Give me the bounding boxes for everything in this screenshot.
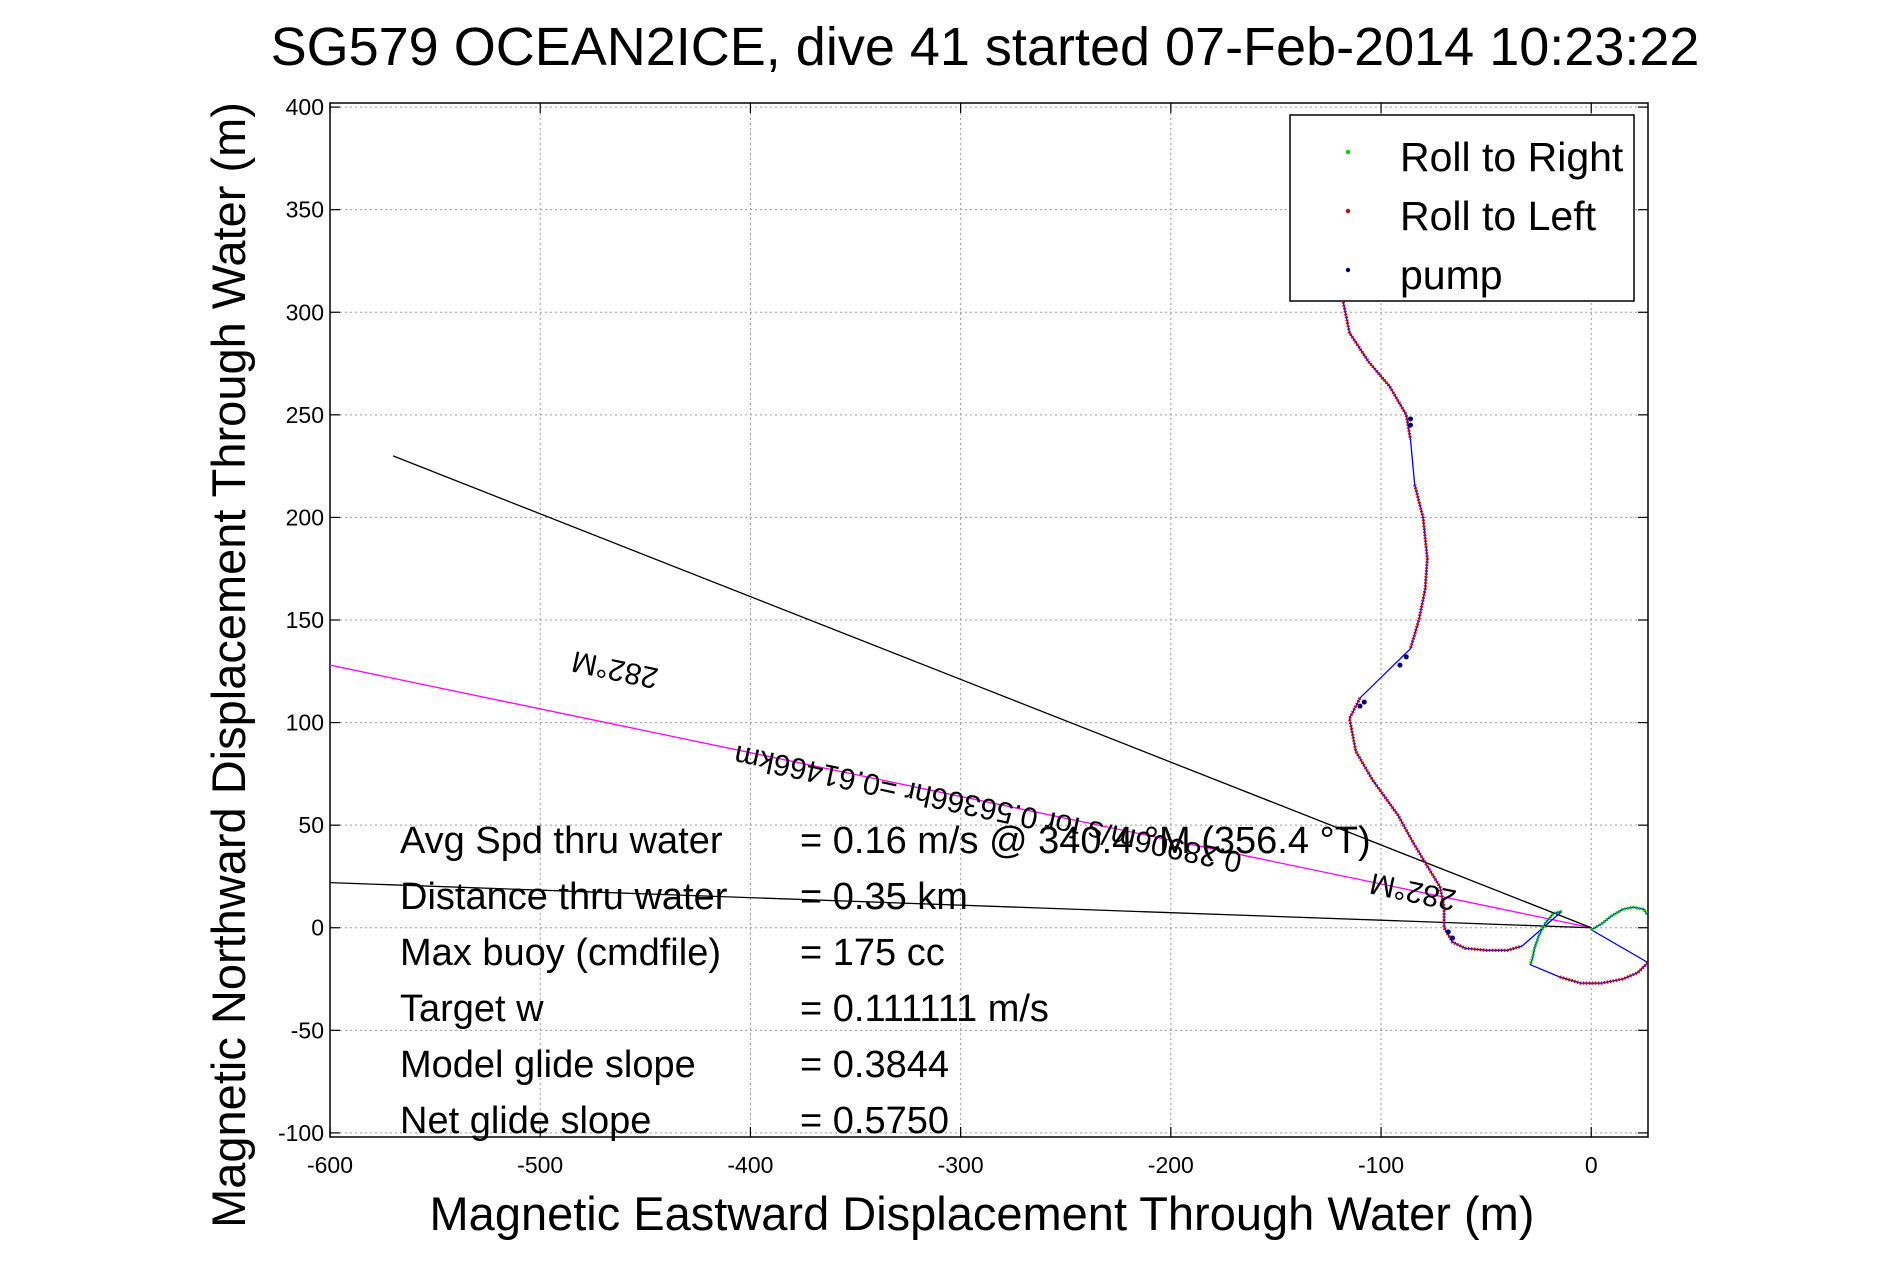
y-axis-label: Magnetic Northward Displacement Through …	[202, 102, 255, 1228]
legend: Roll to Right Roll to Left pump	[1289, 114, 1635, 302]
x-tick-label: -600	[307, 1152, 353, 1178]
stat-label: Target w	[400, 988, 544, 1030]
roll-left-segment	[1341, 301, 1413, 440]
x-tick-label: -500	[517, 1152, 563, 1178]
heading-line	[329, 881, 1592, 929]
stat-value: = 0.5750	[800, 1100, 949, 1142]
pump-point	[1397, 662, 1403, 668]
stat-value: = 0.111111 m/s	[800, 988, 1049, 1030]
legend-label-roll-left: Roll to Left	[1400, 193, 1597, 239]
dive-stats: Avg Spd thru water = 0.16 m/s @ 340.4 °M…	[400, 820, 1371, 1142]
stat-value: = 175 cc	[800, 932, 945, 974]
y-tick-label: 400	[286, 94, 324, 120]
legend-marker-roll-left	[1345, 208, 1351, 214]
y-tick-label: 150	[286, 607, 324, 633]
heading-line	[329, 664, 1592, 929]
pump-point	[1403, 654, 1409, 660]
pump-point	[1450, 935, 1456, 941]
x-tick-label: -100	[1358, 1152, 1404, 1178]
stat-value: = 0.3844	[800, 1044, 949, 1086]
chart-title: SG579 OCEAN2ICE, dive 41 started 07-Feb-…	[271, 17, 1700, 77]
stat-label: Max buoy (cmdfile)	[400, 932, 721, 974]
roll-right-segment	[1590, 905, 1650, 932]
legend-marker-pump	[1345, 267, 1351, 273]
heading-line	[392, 455, 1592, 929]
stat-label: Avg Spd thru water	[400, 820, 723, 862]
roll-left-segment	[1559, 961, 1650, 985]
pump-point	[1361, 699, 1367, 705]
roll-left-segment	[1408, 484, 1429, 650]
pump-point	[1445, 929, 1451, 935]
legend-marker-roll-right	[1345, 149, 1351, 155]
roll-left-segment	[1347, 697, 1523, 952]
stat-value: = 0.16 m/s @ 340.4 °M (356.4 °T)	[800, 820, 1371, 862]
pump-point	[1407, 422, 1413, 428]
pump-point	[1407, 416, 1413, 422]
y-tick-label: 0	[311, 915, 324, 941]
stat-label: Distance thru water	[400, 876, 728, 918]
heading-lines	[329, 455, 1592, 929]
x-tick-label: -200	[1148, 1152, 1194, 1178]
y-axis-ticks: 400 350 300 250 200 150 100 50 0 -50 -100	[278, 94, 1648, 1146]
legend-label-pump: pump	[1400, 252, 1503, 298]
y-tick-label: 250	[286, 402, 324, 428]
y-tick-label: 100	[286, 710, 324, 736]
stat-value: = 0.35 km	[800, 876, 968, 918]
stat-label: Model glide slope	[400, 1044, 696, 1086]
x-tick-label: -400	[727, 1152, 773, 1178]
x-axis-ticks: -600 -500 -400 -300 -200 -100 0	[307, 103, 1598, 1178]
y-tick-label: 50	[298, 812, 324, 838]
stat-label: Net glide slope	[400, 1100, 651, 1142]
x-tick-label: -300	[938, 1152, 984, 1178]
legend-label-roll-right: Roll to Right	[1400, 134, 1624, 180]
y-tick-label: -50	[291, 1017, 324, 1043]
x-tick-label: 0	[1585, 1152, 1598, 1178]
y-tick-label: 200	[286, 504, 324, 530]
y-tick-label: 300	[286, 299, 324, 325]
y-tick-label: -100	[278, 1120, 324, 1146]
x-axis-label: Magnetic Eastward Displacement Through W…	[430, 1187, 1535, 1240]
glider-track	[1341, 301, 1650, 985]
pump-point	[1357, 703, 1363, 709]
y-tick-label: 350	[286, 197, 324, 223]
